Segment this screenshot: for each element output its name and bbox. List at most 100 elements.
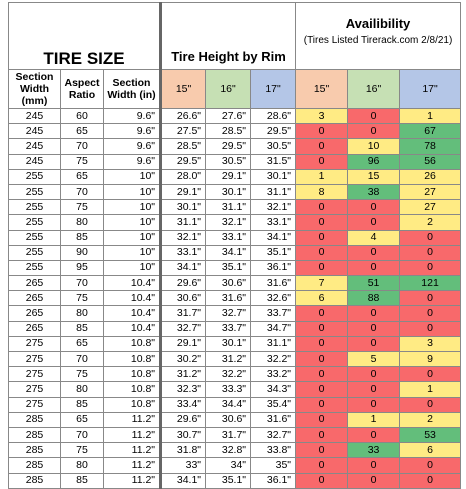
cell: 60 (60, 107, 104, 125)
availability-cell: 0 (347, 305, 401, 322)
cell: 65 (60, 411, 104, 428)
cell: 10.8" (102, 335, 162, 353)
cell: 65 (60, 123, 104, 140)
availability-cell: 0 (295, 259, 349, 277)
cell: 29.6" (159, 411, 207, 428)
cell: 11.2" (102, 411, 162, 428)
cell: 32.8" (205, 442, 252, 459)
availability-cell: 0 (347, 199, 401, 216)
availability-cell: 51 (347, 275, 401, 292)
availability-cell: 0 (295, 153, 349, 170)
cell: 26.6" (159, 107, 207, 125)
cell: 27.6" (205, 107, 252, 125)
cell: 80 (60, 457, 104, 474)
data-row: 275 70 10.8" 30.2" 31.2" 32.2" 0 5 9 (8, 350, 462, 368)
cell: 29.1" (159, 183, 207, 201)
cell: 29.1" (159, 335, 207, 353)
availability-cell: 56 (399, 153, 462, 170)
cell: 30.5" (250, 138, 297, 155)
cell: 30.1" (205, 183, 252, 201)
availability-cell: 0 (295, 229, 349, 246)
data-row: 265 70 10.4" 29.6" 30.6" 31.6" 7 51 121 (8, 275, 462, 292)
cell: 9.6" (102, 107, 162, 125)
cell: 10.8" (102, 396, 162, 413)
data-row: 285 80 11.2" 33" 34" 35" 0 0 0 (8, 457, 462, 474)
cell: 30.6" (205, 275, 252, 292)
availability-cell: 0 (347, 381, 401, 398)
data-row: 245 70 9.6" 28.5" 29.5" 30.5" 0 10 78 (8, 138, 462, 155)
availability-cell: 0 (347, 335, 401, 353)
availability-cell: 0 (295, 305, 349, 322)
availability-cell: 78 (399, 138, 462, 155)
cell: 30.6" (205, 411, 252, 428)
cell: 32.3" (159, 381, 207, 398)
cell: 10.4" (102, 290, 162, 307)
cell: 70 (60, 426, 104, 444)
availability-cell: 3 (295, 107, 349, 125)
availability-cell: 10 (347, 138, 401, 155)
cell: 75 (60, 290, 104, 307)
availability-cell: 6 (295, 290, 349, 307)
cell: 70 (60, 183, 104, 201)
cell: 29.5" (159, 153, 207, 170)
cell: 70 (60, 350, 104, 368)
availability-cell: 0 (295, 366, 349, 383)
column-header: Aspect Ratio (60, 69, 104, 109)
tire-size-title: TIRE SIZE (7, 2, 162, 70)
availability-cell: 0 (295, 426, 349, 444)
cell: 80 (60, 381, 104, 398)
availability-cell: 6 (399, 442, 462, 459)
data-row: 265 75 10.4" 30.6" 31.6" 32.6" 6 88 0 (8, 290, 462, 307)
availability-cell: 0 (347, 426, 401, 444)
cell: 31.6" (250, 411, 297, 428)
availability-note: (Tires Listed Tirerack.com 2/8/21) (303, 35, 453, 46)
cell: 9.6" (102, 153, 162, 170)
availability-cell: 88 (347, 290, 401, 307)
cell: 33" (159, 457, 207, 474)
cell: 29.5" (250, 123, 297, 140)
availability-cell: 0 (399, 244, 462, 261)
cell: 31.5" (250, 153, 297, 170)
cell: 32.7" (159, 320, 207, 337)
tire-height-title: Tire Height by Rim (159, 2, 297, 70)
availability-cell: 0 (399, 290, 462, 307)
cell: 245 (8, 153, 61, 170)
cell: 255 (8, 183, 61, 201)
cell: 80 (60, 214, 104, 231)
availability-cell: 38 (347, 183, 401, 201)
cell: 32.2" (250, 350, 297, 368)
cell: 275 (8, 366, 61, 383)
cell: 31.7" (159, 305, 207, 322)
availability-cell: 0 (295, 335, 349, 353)
cell: 30.1" (250, 168, 297, 185)
cell: 28.5" (205, 123, 252, 140)
cell: 255 (8, 168, 61, 185)
column-header: 16" (347, 69, 401, 109)
cell: 265 (8, 305, 61, 322)
availability-cell: 0 (399, 396, 462, 413)
data-row: 255 90 10" 33.1" 34.1" 35.1" 0 0 0 (8, 244, 462, 261)
cell: 32.1" (205, 214, 252, 231)
table-body: TIRE SIZE Tire Height by Rim Availibilit… (7, 2, 462, 489)
availability-cell: 26 (399, 168, 462, 185)
cell: 85 (60, 320, 104, 337)
cell: 80 (60, 305, 104, 322)
cell: 34.3" (250, 381, 297, 398)
data-row: 245 65 9.6" 27.5" 28.5" 29.5" 0 0 67 (8, 123, 462, 140)
availability-cell: 0 (347, 366, 401, 383)
cell: 75 (60, 199, 104, 216)
cell: 32.7" (205, 305, 252, 322)
data-row: 275 75 10.8" 31.2" 32.2" 33.2" 0 0 0 (8, 366, 462, 383)
availability-header: Availibility (Tires Listed Tirerack.com … (295, 2, 462, 70)
availability-cell: 0 (347, 214, 401, 231)
data-row: 245 60 9.6" 26.6" 27.6" 28.6" 3 0 1 (8, 107, 462, 125)
availability-cell: 9 (399, 350, 462, 368)
data-row: 255 80 10" 31.1" 32.1" 33.1" 0 0 2 (8, 214, 462, 231)
availability-cell: 0 (399, 259, 462, 277)
cell: 33.3" (205, 381, 252, 398)
cell: 10.8" (102, 381, 162, 398)
cell: 10" (102, 229, 162, 246)
cell: 31.2" (205, 350, 252, 368)
cell: 35.1" (205, 259, 252, 277)
